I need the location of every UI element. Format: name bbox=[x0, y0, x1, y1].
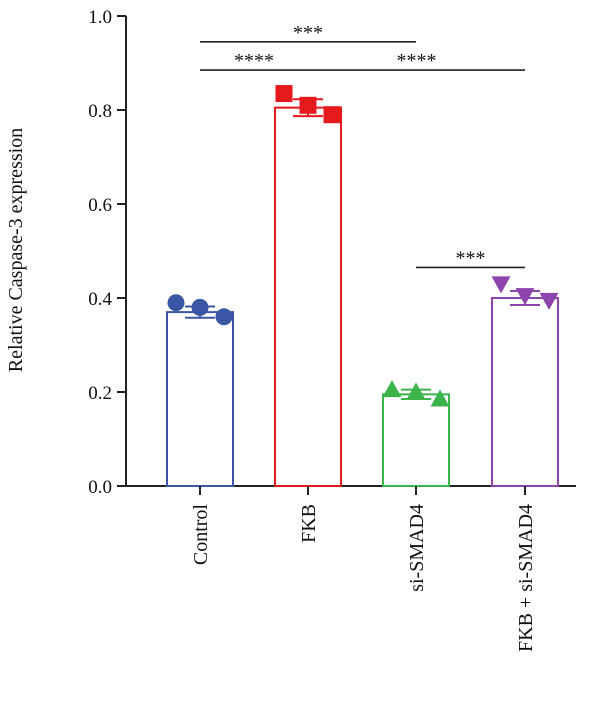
bar bbox=[166, 311, 234, 487]
x-tick-label: si-SMAD4 bbox=[406, 504, 428, 592]
y-tick-label: 0.4 bbox=[88, 289, 112, 310]
x-tick-label: Control bbox=[190, 504, 212, 566]
data-point bbox=[167, 294, 185, 312]
significance-label: *** bbox=[293, 22, 323, 44]
bar bbox=[382, 393, 450, 488]
data-point bbox=[191, 298, 209, 316]
x-tick-label: FKB + si-SMAD4 bbox=[515, 504, 537, 652]
data-point bbox=[382, 380, 402, 398]
bar bbox=[274, 106, 342, 488]
plot-area: 0.0 0.2 0.4 0.6 0.8 1.0 Control FKB si-SMAD4 FKB … bbox=[88, 7, 576, 652]
y-axis-title: Relative Caspase-3 expression bbox=[5, 128, 27, 372]
data-point bbox=[430, 389, 450, 407]
y-tick-label: 0.0 bbox=[88, 477, 112, 498]
data-point bbox=[215, 308, 233, 326]
data-point bbox=[491, 276, 511, 294]
data-point bbox=[299, 96, 317, 114]
data-point bbox=[323, 106, 341, 124]
bar bbox=[491, 297, 559, 487]
y-tick-label: 1.0 bbox=[88, 7, 112, 28]
data-point bbox=[539, 292, 559, 310]
y-tick-label: 0.2 bbox=[88, 383, 112, 404]
significance-label: **** bbox=[397, 50, 437, 72]
significance-label: *** bbox=[456, 247, 486, 269]
data-point bbox=[275, 85, 293, 103]
significance-label: **** bbox=[234, 50, 274, 72]
data-point bbox=[515, 288, 535, 306]
x-tick-label: FKB bbox=[298, 504, 320, 543]
y-tick-label: 0.8 bbox=[88, 101, 112, 122]
data-point bbox=[406, 382, 426, 400]
y-tick-label: 0.6 bbox=[88, 195, 112, 216]
